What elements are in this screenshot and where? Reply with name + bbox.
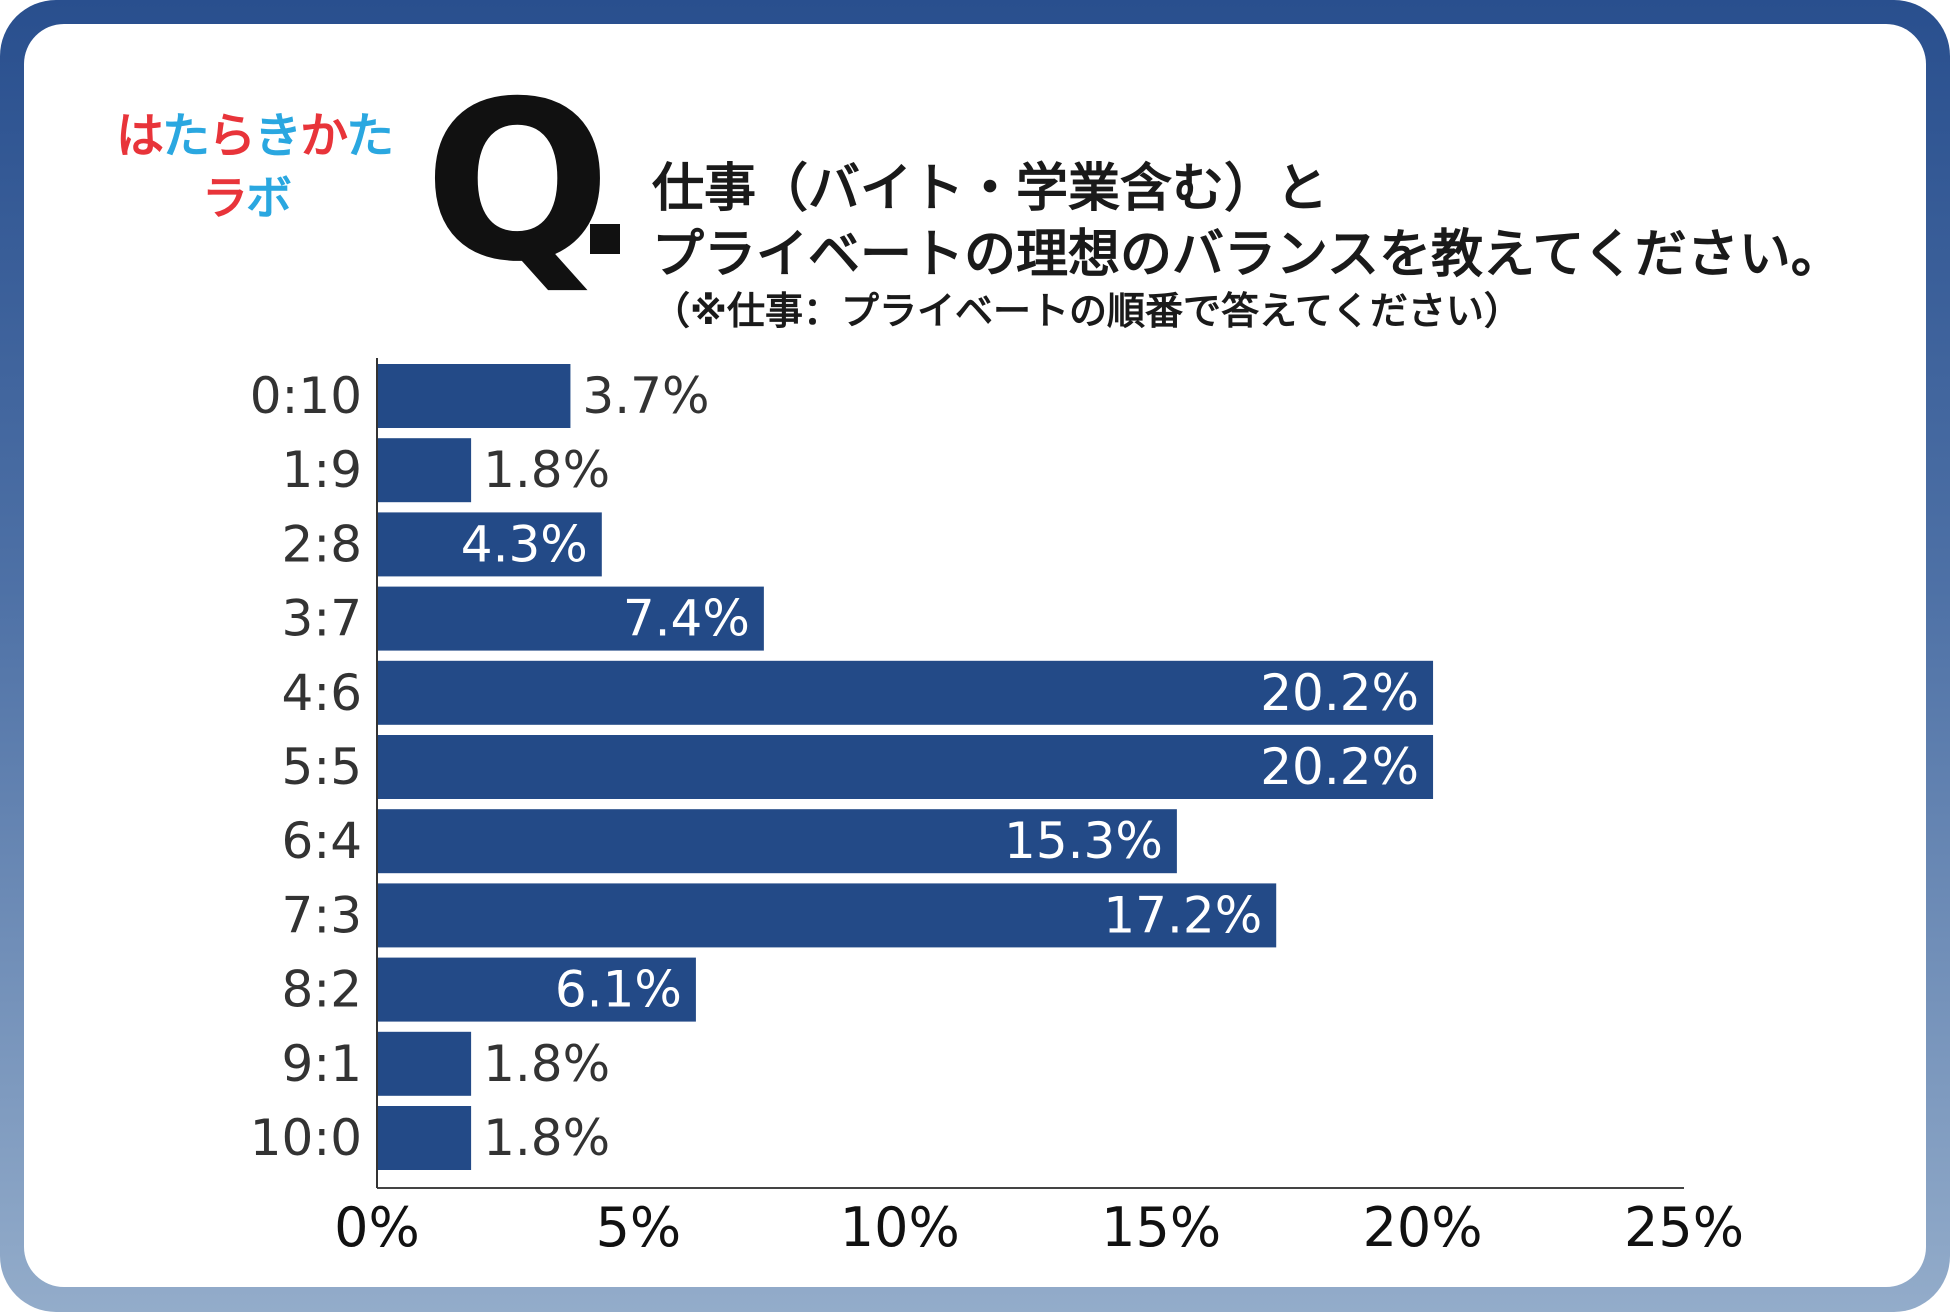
logo-line-2-char-0: ラ: [202, 171, 248, 225]
x-tick-label: 0%: [334, 1196, 420, 1259]
bar: [377, 512, 602, 577]
data-label: 4.3%: [461, 515, 588, 573]
logo-line-1-char-2: ら: [208, 108, 256, 164]
logo-line-1: はたらきかた: [116, 96, 394, 166]
bar: [377, 883, 1277, 948]
data-label: 7.4%: [623, 590, 750, 648]
question-text-line-1: 仕事（バイト・学業含む）と: [652, 159, 1329, 219]
bar: [377, 364, 571, 428]
data-label: 15.3%: [1004, 812, 1163, 870]
question-note: （※仕事：プライベートの順番で答えてください）: [652, 289, 1522, 333]
bar: [377, 809, 1177, 874]
data-label: 20.2%: [1260, 738, 1419, 796]
x-tick-label: 25%: [1624, 1196, 1744, 1259]
logo-line-1-char-5: た: [346, 108, 394, 164]
logo-line-1-char-4: か: [300, 108, 348, 164]
bar: [377, 438, 472, 503]
data-label: 17.2%: [1103, 886, 1262, 944]
logo-line-2-char-1: ボ: [246, 171, 292, 225]
x-tick-label: 5%: [596, 1196, 682, 1259]
logo-line-1-char-3: き: [254, 108, 302, 164]
x-tick-label: 15%: [1101, 1196, 1221, 1259]
category-label: 6:4: [282, 812, 362, 870]
bar: [377, 735, 1434, 799]
x-tick-label: 20%: [1363, 1196, 1483, 1259]
logo-line-1-char-1: た: [162, 108, 210, 164]
hatarakikata-lab-logo: はたらきかた ラボ: [116, 96, 396, 226]
category-label: 4:6: [282, 664, 362, 722]
x-tick-label: 10%: [840, 1196, 960, 1259]
category-label: 8:2: [282, 961, 362, 1019]
logo-line-1-char-0: は: [116, 108, 164, 164]
question-text-line-2: プライベートの理想のバランスを教えてください。: [652, 225, 1843, 285]
bar: [377, 1031, 472, 1096]
data-label: 3.7%: [582, 367, 709, 425]
question-bullet: [590, 224, 620, 254]
category-label: 2:8: [282, 515, 362, 573]
data-label: 1.8%: [483, 1035, 610, 1093]
bar: [377, 586, 764, 651]
data-label: 1.8%: [483, 1109, 610, 1167]
bar: [377, 1106, 472, 1170]
category-label: 5:5: [282, 738, 362, 796]
logo-line-2: ラボ: [202, 162, 292, 228]
question-mark-letter: Q: [424, 54, 612, 310]
category-label: 3:7: [282, 590, 362, 648]
data-label: 20.2%: [1260, 664, 1419, 722]
data-label: 6.1%: [555, 961, 682, 1019]
category-label: 9:1: [282, 1035, 362, 1093]
bar: [377, 957, 696, 1022]
bar: [377, 660, 1434, 725]
data-label: 1.8%: [483, 441, 610, 499]
category-label: 7:3: [282, 886, 362, 944]
category-label: 10:0: [250, 1109, 362, 1167]
category-label: 0:10: [250, 367, 362, 425]
category-label: 1:9: [282, 441, 362, 499]
chart-panel: [24, 24, 1926, 1287]
